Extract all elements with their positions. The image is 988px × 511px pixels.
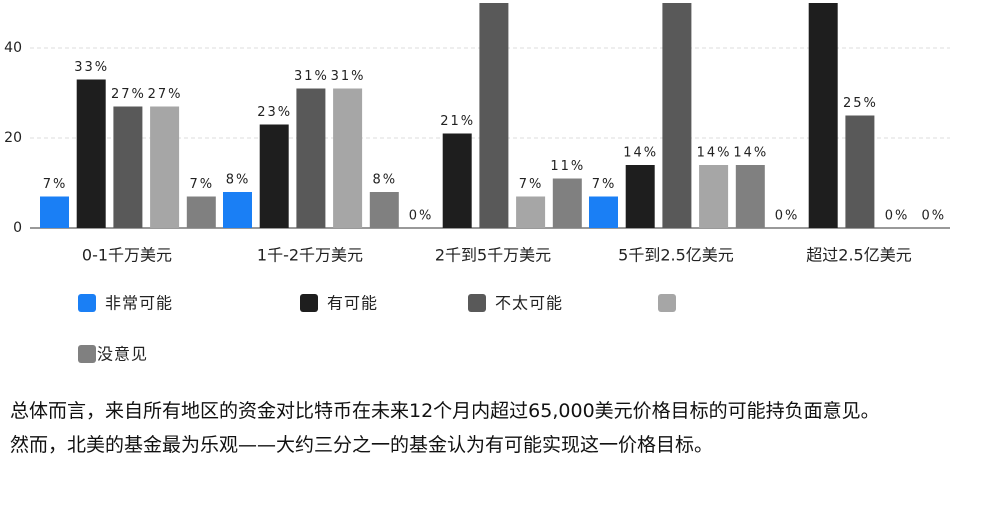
- x-tick-label: 2千到5千万美元: [435, 246, 551, 265]
- bar: [442, 133, 472, 228]
- bar: [223, 192, 252, 228]
- value-label: 8%: [226, 173, 251, 188]
- value-label: 31%: [331, 69, 366, 84]
- legend-swatch: [78, 294, 96, 312]
- value-label: 25%: [843, 96, 878, 111]
- legend-label: 非常可能: [105, 294, 173, 313]
- value-label: 0%: [885, 209, 910, 224]
- bar: [333, 88, 363, 228]
- legend-swatch: [468, 294, 486, 312]
- text-block: 总体而言，来自所有地区的资金对比特币在未来12个月内超过65,000美元价格目标…: [10, 394, 960, 462]
- value-label: 11%: [550, 159, 585, 174]
- value-label: 27%: [148, 87, 183, 102]
- bar: [259, 124, 289, 228]
- paragraph: 总体而言，来自所有地区的资金对比特币在未来12个月内超过65,000美元价格目标…: [10, 400, 880, 422]
- value-label: 33%: [74, 60, 109, 75]
- bar: [625, 165, 655, 228]
- bar: [40, 196, 69, 228]
- y-tick-label: 0: [13, 220, 22, 236]
- bar: [808, 3, 838, 228]
- bar: [186, 196, 216, 228]
- bar: [150, 106, 180, 228]
- bar: [699, 165, 729, 228]
- value-label: 8%: [372, 173, 397, 188]
- bar: [589, 196, 618, 228]
- value-label: 7%: [43, 177, 68, 192]
- bar: [76, 79, 106, 228]
- value-label: 21%: [440, 114, 475, 129]
- value-label: 7%: [592, 177, 617, 192]
- paragraph: 然而，北美的基金最为乐观——大约三分之一的基金认为有可能实现这一价格目标。: [10, 434, 714, 456]
- bar: [735, 165, 765, 228]
- value-label: 0%: [775, 209, 800, 224]
- value-label: 0%: [921, 209, 946, 224]
- value-label: 31%: [294, 69, 329, 84]
- value-label: 23%: [257, 105, 292, 120]
- value-label: 7%: [189, 177, 214, 192]
- y-tick-label: 20: [4, 130, 22, 146]
- legend-label: 不太可能: [495, 294, 563, 313]
- legend-swatch: [658, 294, 676, 312]
- x-tick-label: 0-1千万美元: [82, 246, 172, 265]
- y-tick-label: 40: [4, 40, 22, 56]
- bar: [662, 3, 692, 228]
- value-label: 14%: [697, 146, 732, 161]
- legend-swatch: [78, 345, 96, 363]
- value-label: 7%: [519, 177, 544, 192]
- value-label: 14%: [623, 146, 658, 161]
- bar: [516, 196, 546, 228]
- bar: [479, 3, 509, 228]
- value-label: 27%: [111, 87, 146, 102]
- x-tick-label: 超过2.5亿美元: [806, 246, 911, 265]
- legend-label: 没意见: [97, 345, 148, 364]
- legend-label: 有可能: [327, 294, 378, 313]
- x-tick-label: 5千到2.5亿美元: [618, 246, 734, 265]
- bar: [552, 178, 582, 228]
- value-label: 0%: [409, 209, 434, 224]
- bar: [296, 88, 326, 228]
- bar: [369, 192, 399, 228]
- bar: [845, 115, 875, 228]
- x-tick-label: 1千-2千万美元: [257, 246, 363, 265]
- legend-swatch: [300, 294, 318, 312]
- value-label: 14%: [733, 146, 768, 161]
- bar: [113, 106, 143, 228]
